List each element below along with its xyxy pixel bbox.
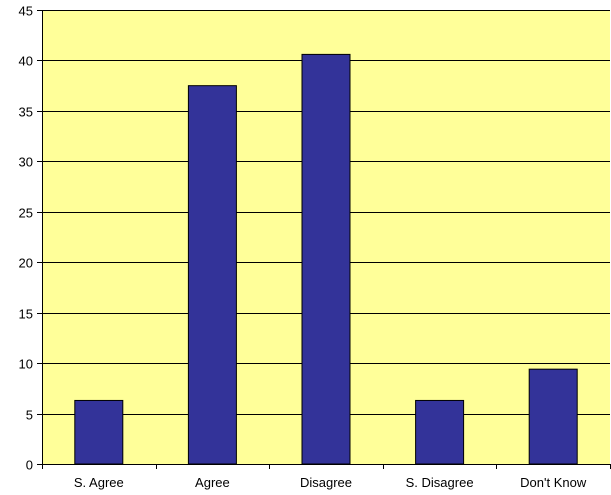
bar-1: [187, 85, 237, 465]
y-tick-label: 0: [26, 458, 33, 473]
y-tick-label: 10: [19, 357, 33, 372]
y-tick-label: 30: [19, 155, 33, 170]
y-axis: 0 5 10 15 20 25 30 35 40 45: [19, 4, 43, 473]
x-tick-label: Don't Know: [520, 475, 587, 490]
bar-0: [74, 399, 124, 465]
bar-4: [528, 368, 578, 465]
x-tick-label: Disagree: [300, 475, 352, 490]
y-tick-label: 15: [19, 307, 33, 322]
bar-2: [301, 53, 351, 465]
y-tick-label: 5: [26, 408, 33, 423]
x-tick-label: S. Agree: [74, 475, 124, 490]
y-tick-label: 25: [19, 206, 33, 221]
y-tick-label: 45: [19, 4, 33, 19]
y-tick-label: 20: [19, 256, 33, 271]
y-tick-label: 40: [19, 54, 33, 69]
bar-3: [415, 399, 465, 465]
x-axis: S. Agree Agree Disagree S. Disagree Don't Kn…: [42, 464, 611, 490]
y-tick-label: 35: [19, 105, 33, 120]
x-tick-label: S. Disagree: [406, 475, 474, 490]
x-tick-label: Agree: [195, 475, 230, 490]
bars: [74, 53, 578, 465]
